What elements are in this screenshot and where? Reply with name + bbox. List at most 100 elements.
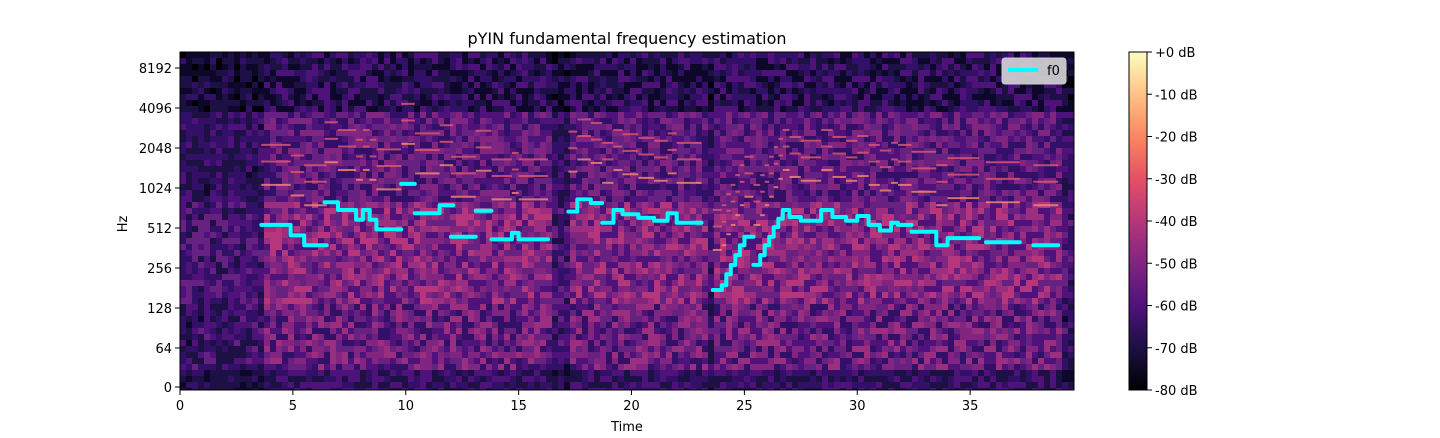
spectrogram-cell <box>468 118 474 124</box>
spectrogram-cell <box>570 376 576 382</box>
spectrogram-cell <box>276 160 282 166</box>
spectrogram-cell <box>252 256 258 262</box>
spectrogram-cell <box>264 130 270 136</box>
spectrogram-cell <box>336 178 342 184</box>
spectrogram-cell <box>366 256 372 262</box>
spectrogram-cell <box>300 352 306 358</box>
spectrogram-cell <box>270 286 276 292</box>
spectrogram-cell <box>666 322 672 328</box>
spectrogram-cell <box>264 286 270 292</box>
spectrogram-cell <box>276 262 282 268</box>
spectrogram-cell <box>342 268 348 274</box>
spectrogram-cell <box>618 352 624 358</box>
spectrogram-cell <box>372 142 378 148</box>
spectrogram-cell <box>588 64 594 70</box>
spectrogram-cell <box>222 250 228 256</box>
spectrogram-cell <box>510 94 516 100</box>
spectrogram-cell <box>318 340 324 346</box>
spectrogram-cell <box>312 316 318 322</box>
spectrogram-cell <box>486 238 492 244</box>
spectrogram-cell <box>408 76 414 82</box>
spectrogram-cell <box>318 334 324 340</box>
spectrogram-cell <box>624 82 630 88</box>
spectrogram-cell <box>558 124 564 130</box>
spectrogram-cell <box>282 262 288 268</box>
spectrogram-cell <box>492 232 498 238</box>
spectrogram-cell <box>642 334 648 340</box>
spectrogram-cell <box>324 238 330 244</box>
spectrogram-cell <box>276 64 282 70</box>
spectrogram-cell <box>456 358 462 364</box>
spectrogram-cell <box>504 226 510 232</box>
spectrogram-cell <box>702 124 708 130</box>
spectrogram-cell <box>588 256 594 262</box>
spectrogram-cell <box>480 292 486 298</box>
spectrogram-cell <box>258 184 264 190</box>
spectrogram-cell <box>228 160 234 166</box>
spectrogram-cell <box>252 274 258 280</box>
spectrogram-cell <box>210 340 216 346</box>
spectrogram-cell <box>408 250 414 256</box>
spectrogram-cell <box>552 268 558 274</box>
spectrogram-cell <box>696 316 702 322</box>
spectrogram-cell <box>468 202 474 208</box>
spectrogram-cell <box>342 58 348 64</box>
spectrogram-cell <box>246 166 252 172</box>
spectrogram-cell <box>198 358 204 364</box>
spectrogram-cell <box>186 346 192 352</box>
spectrogram-cell <box>324 184 330 190</box>
spectrogram-cell <box>678 370 684 376</box>
spectrogram-cell <box>492 202 498 208</box>
spectrogram-cell <box>354 118 360 124</box>
spectrogram-cell <box>192 346 198 352</box>
spectrogram-cell <box>654 370 660 376</box>
spectrogram-cell <box>678 364 684 370</box>
spectrogram-cell <box>402 190 408 196</box>
spectrogram-cell <box>606 82 612 88</box>
spectrogram-cell <box>588 262 594 268</box>
spectrogram-cell <box>474 70 480 76</box>
spectrogram-cell <box>564 154 570 160</box>
spectrogram-cell <box>570 64 576 70</box>
spectrogram-cell <box>450 172 456 178</box>
spectrogram-cell <box>522 358 528 364</box>
spectrogram-cell <box>456 340 462 346</box>
spectrogram-cell <box>600 310 606 316</box>
spectrogram-cell <box>192 274 198 280</box>
spectrogram-cell <box>186 142 192 148</box>
spectrogram-cell <box>444 58 450 64</box>
spectrogram-cell <box>690 250 696 256</box>
spectrogram-cell <box>654 112 660 118</box>
spectrogram-cell <box>534 142 540 148</box>
spectrogram-cell <box>672 376 678 382</box>
spectrogram-cell <box>678 310 684 316</box>
spectrogram-cell <box>276 370 282 376</box>
spectrogram-cell <box>258 304 264 310</box>
spectrogram-cell <box>492 148 498 154</box>
spectrogram-cell <box>324 100 330 106</box>
spectrogram-cell <box>402 70 408 76</box>
spectrogram-cell <box>402 286 408 292</box>
spectrogram-cell <box>528 316 534 322</box>
spectrogram-cell <box>408 364 414 370</box>
spectrogram-cell <box>540 184 546 190</box>
spectrogram-cell <box>600 82 606 88</box>
spectrogram-cell <box>258 298 264 304</box>
spectrogram-cell <box>618 70 624 76</box>
spectrogram-cell <box>540 262 546 268</box>
spectrogram-cell <box>210 298 216 304</box>
spectrogram-cell <box>378 220 384 226</box>
spectrogram-cell <box>204 178 210 184</box>
spectrogram-cell <box>648 94 654 100</box>
spectrogram-cell <box>264 310 270 316</box>
spectrogram-cell <box>618 64 624 70</box>
spectrogram-cell <box>264 256 270 262</box>
spectrogram-cell <box>636 376 642 382</box>
spectrogram-cell <box>300 274 306 280</box>
spectrogram-cell <box>390 376 396 382</box>
spectrogram-cell <box>666 334 672 340</box>
spectrogram-cell <box>342 262 348 268</box>
spectrogram-cell <box>606 160 612 166</box>
spectrogram-cell <box>600 184 606 190</box>
spectrogram-cell <box>444 304 450 310</box>
